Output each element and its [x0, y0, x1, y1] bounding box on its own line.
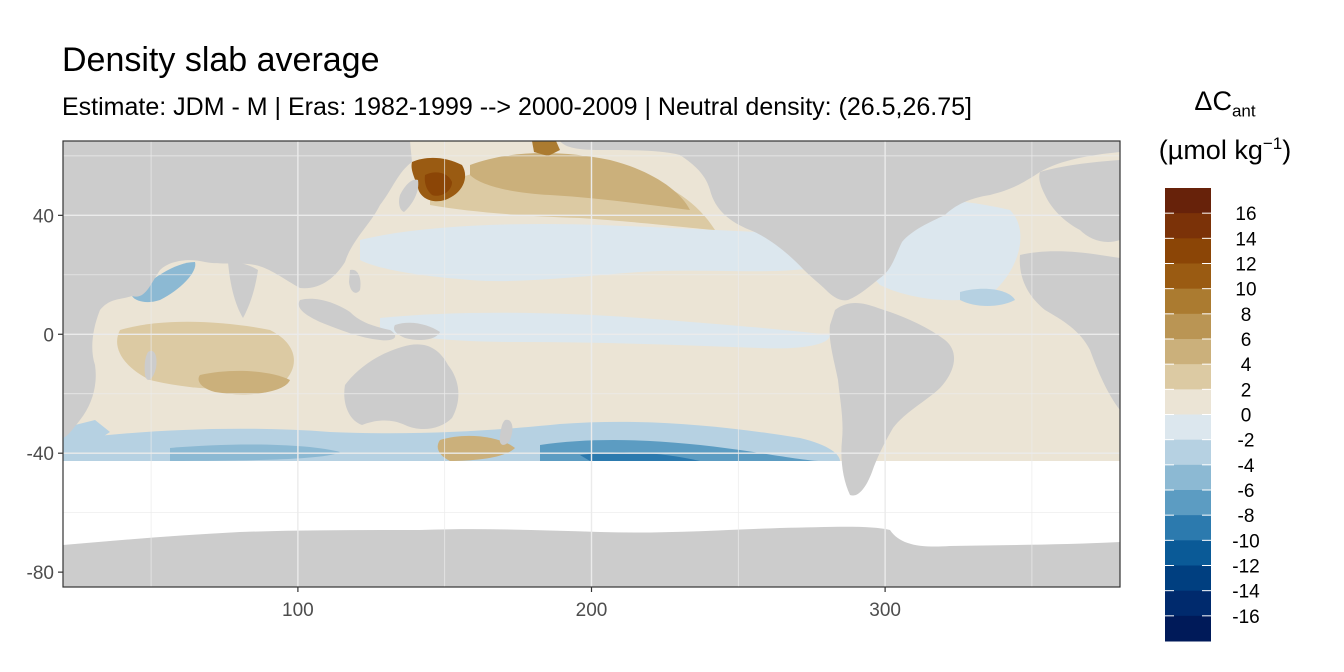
legend-swatch [1165, 339, 1211, 365]
landmass-west-africa [1019, 251, 1120, 410]
landmass-japan [399, 179, 419, 212]
legend-symbol-subscript: ant [1231, 101, 1256, 121]
x-tick-label: 200 [576, 600, 608, 621]
legend-swatch [1165, 263, 1211, 290]
x-axis: 100 200 300 [282, 587, 901, 621]
legend-swatch [1165, 414, 1211, 441]
landmass-india [228, 262, 258, 318]
landmass-greenland [875, 141, 970, 181]
legend-label: 4 [1241, 355, 1252, 376]
region-equatorial-cool [380, 312, 830, 349]
region-indian-ocean-core [198, 370, 290, 395]
landmass-europe [1039, 160, 1120, 242]
legend-swatch [1165, 590, 1211, 617]
landmass-madagascar [144, 350, 157, 380]
legend-unit-exponent: −1 [1262, 134, 1283, 153]
y-tick-label: 40 [33, 206, 54, 227]
region-north-pacific-subpolar-core [470, 153, 690, 210]
region-bering [532, 141, 560, 156]
legend-colorbar: 16 14 12 10 8 6 4 2 0 -2 -4 -6 -8 -10 -12 -14 -16 [1165, 188, 1260, 642]
legend-swatch [1165, 540, 1211, 566]
region-arabian [132, 262, 196, 303]
landmass-australia [344, 344, 459, 430]
landmass-indonesia [298, 298, 396, 341]
region-tasman [437, 435, 515, 461]
legend-label: -2 [1238, 431, 1255, 452]
region-kuroshio-core [424, 172, 452, 196]
x-tick-label: 100 [282, 600, 314, 621]
legend-label: 6 [1241, 330, 1252, 351]
legend-label: 12 [1235, 255, 1256, 276]
y-tick-label: 0 [43, 325, 54, 346]
legend-label: 14 [1235, 229, 1257, 250]
legend-swatch [1165, 439, 1211, 466]
plot-title: Density slab average [62, 41, 380, 79]
landmass-new-zealand [499, 419, 513, 445]
landmass-new-guinea [394, 322, 440, 340]
legend-label: 8 [1241, 305, 1252, 326]
grid-lines [63, 141, 1120, 587]
legend-title-symbol: ΔCant [1150, 86, 1300, 121]
legend-swatch [1165, 288, 1211, 315]
legend-label: -16 [1232, 607, 1259, 628]
y-axis: 40 0 -40 -80 [27, 206, 63, 584]
legend-swatch [1165, 213, 1211, 239]
legend-title-unit: (µmol kg−1) [1150, 134, 1300, 166]
y-tick-label: -80 [27, 563, 54, 584]
landmass-north-america [560, 141, 1120, 301]
legend-unit-close: ) [1282, 135, 1292, 165]
legend-swatch [1165, 188, 1211, 214]
legend-label: 2 [1241, 380, 1252, 401]
value-regions [63, 141, 1021, 461]
y-tick-label: -40 [27, 444, 54, 465]
legend-label: 16 [1235, 204, 1256, 225]
region-north-pacific-subtropical [360, 223, 835, 282]
plot-subtitle: Estimate: JDM - M | Eras: 1982-1999 --> … [62, 93, 972, 121]
legend-label: -14 [1232, 582, 1260, 603]
legend-label: -6 [1238, 481, 1255, 502]
legend-label: 10 [1235, 280, 1256, 301]
legend-swatch [1165, 464, 1211, 491]
legend-swatch [1165, 313, 1211, 340]
legend-unit-open: (µmol kg [1158, 135, 1263, 165]
legend-swatch [1165, 490, 1211, 516]
legend-swatch [1165, 364, 1211, 390]
legend-swatch [1165, 515, 1211, 541]
landmass-south-america [829, 303, 955, 496]
legend-label: -4 [1238, 456, 1255, 477]
legend-symbol: ΔC [1194, 86, 1232, 116]
legend-label: 0 [1241, 406, 1252, 427]
landmass-philippines [349, 269, 361, 293]
legend-swatch [1165, 615, 1211, 642]
legend-swatch [1165, 565, 1211, 592]
legend-label: -8 [1238, 506, 1255, 527]
region-southern-pacific-frontal-core [580, 452, 700, 461]
x-tick-label: 300 [869, 600, 901, 621]
legend-swatch [1165, 238, 1211, 264]
legend-label: -12 [1232, 557, 1259, 578]
map-panel [63, 141, 1120, 587]
region-gulf-stream [960, 288, 1015, 306]
legend-swatch [1165, 389, 1211, 415]
legend-label: -10 [1232, 531, 1259, 552]
